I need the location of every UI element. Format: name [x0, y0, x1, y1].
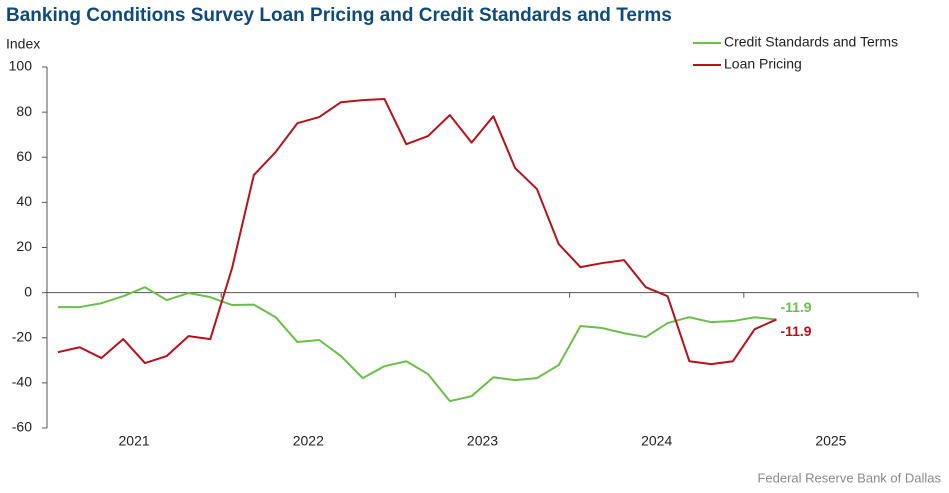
y-tick-label: 80 — [16, 103, 32, 119]
line-series — [57, 98, 777, 366]
end-label: -11.9 — [780, 299, 811, 315]
chart-title: Banking Conditions Survey Loan Pricing a… — [6, 5, 672, 26]
y-tick-label: -40 — [12, 374, 32, 390]
y-tick-label: 60 — [16, 148, 32, 164]
source: Federal Reserve Bank of Dallas — [757, 470, 941, 485]
y-tick-label: 0 — [24, 283, 32, 299]
y-tick-label: 20 — [16, 238, 32, 254]
x-tick-label: 2021 — [119, 433, 150, 449]
y-tick-label: 100 — [9, 58, 33, 74]
x-tick-label: 2025 — [815, 433, 846, 449]
y-tick-label: 40 — [16, 193, 32, 209]
y-axis-label: Index — [6, 36, 40, 52]
legend-label: Loan Pricing — [724, 56, 802, 72]
y-tick-label: -60 — [12, 419, 32, 435]
line-series — [57, 286, 777, 403]
x-tick-label: 2023 — [467, 433, 498, 449]
y-tick-label: -20 — [12, 328, 32, 344]
x-tick-label: 2022 — [293, 433, 324, 449]
legend-label: Credit Standards and Terms — [724, 34, 898, 50]
end-label: -11.9 — [780, 323, 811, 339]
x-tick-label: 2024 — [641, 433, 672, 449]
